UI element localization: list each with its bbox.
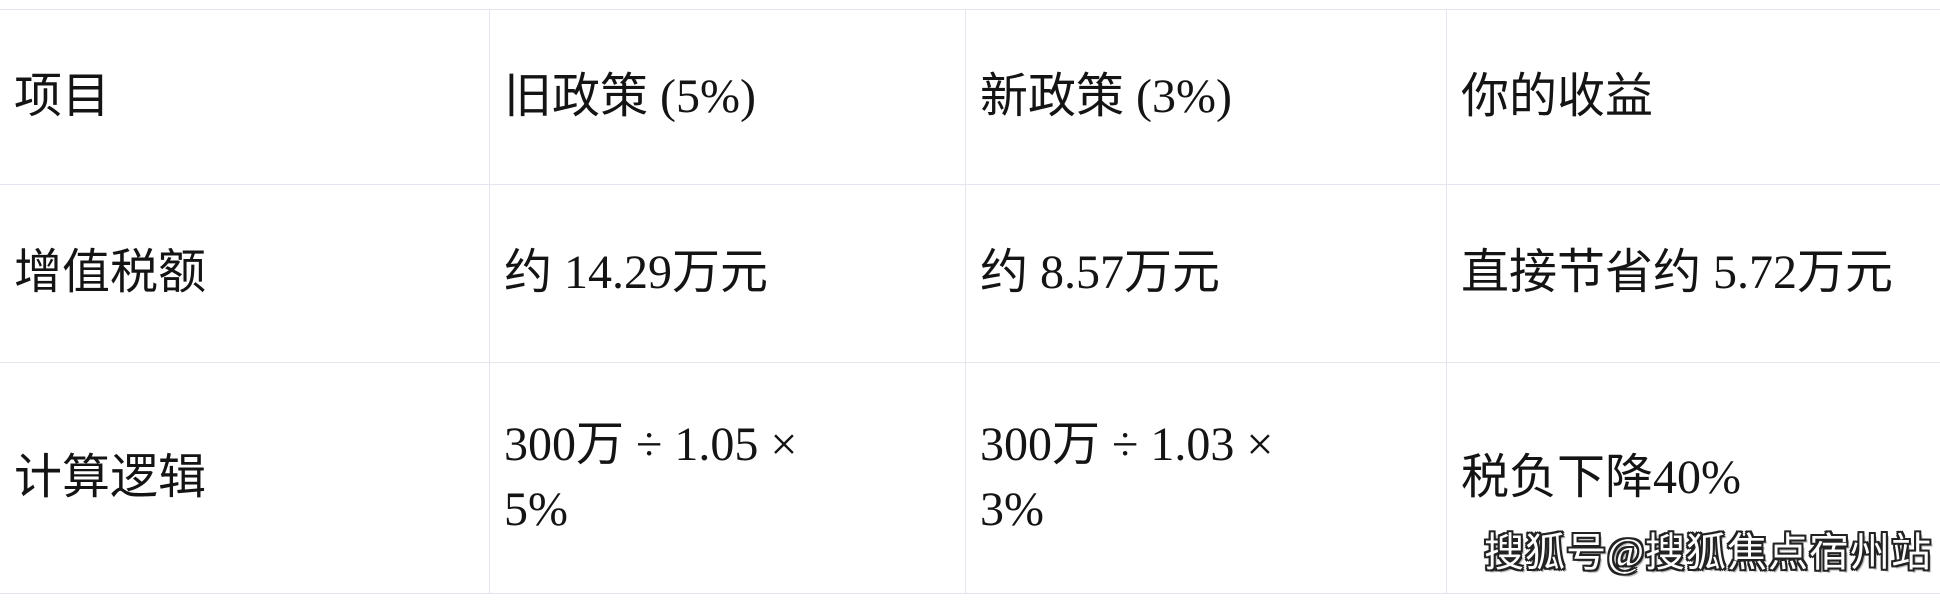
header-cell-old-policy: 旧政策 (5%) xyxy=(490,10,966,184)
header-old-policy-label: 旧政策 (5%) xyxy=(504,69,756,123)
table-row-calc: 计算逻辑 300万 ÷ 1.05 × 5% 300万 ÷ 1.03 × 3% 税… xyxy=(0,363,1940,594)
vat-benefit-value: 直接节省约 5.72万元 xyxy=(1461,246,1894,300)
table-row-vat: 增值税额 约 14.29万元 约 8.57万元 直接节省约 5.72万元 xyxy=(0,185,1940,363)
calc-benefit-value: 税负下降40% xyxy=(1461,450,1741,504)
cell-vat-new: 约 8.57万元 xyxy=(966,185,1447,362)
calc-label-text: 计算逻辑 xyxy=(14,450,207,504)
vat-label-text: 增值税额 xyxy=(14,246,207,300)
header-benefit-label: 你的收益 xyxy=(1461,69,1654,123)
cell-calc-old: 300万 ÷ 1.05 × 5% xyxy=(490,363,966,593)
header-cell-benefit: 你的收益 xyxy=(1447,10,1940,184)
header-item-label: 项目 xyxy=(14,69,111,123)
calc-new-formula: 300万 ÷ 1.03 × 3% xyxy=(980,418,1274,536)
cell-calc-label: 计算逻辑 xyxy=(0,363,490,593)
cell-vat-old: 约 14.29万元 xyxy=(490,185,966,362)
sohu-watermark: 搜狐号@搜狐焦点宿州站 xyxy=(1484,530,1932,575)
calc-old-formula: 300万 ÷ 1.05 × 5% xyxy=(504,418,798,536)
policy-comparison-table: 项目 旧政策 (5%) 新政策 (3%) 你的收益 增值税额 约 14.29万元… xyxy=(0,9,1940,594)
header-cell-item: 项目 xyxy=(0,10,490,184)
cell-calc-benefit: 税负下降40% xyxy=(1447,363,1940,593)
cell-calc-new: 300万 ÷ 1.03 × 3% xyxy=(966,363,1447,593)
table-header-row: 项目 旧政策 (5%) 新政策 (3%) 你的收益 xyxy=(0,10,1940,185)
cell-vat-label: 增值税额 xyxy=(0,185,490,362)
vat-new-value: 约 8.57万元 xyxy=(980,246,1221,300)
header-new-policy-label: 新政策 (3%) xyxy=(980,69,1232,123)
cell-vat-benefit: 直接节省约 5.72万元 xyxy=(1447,185,1940,362)
vat-old-value: 约 14.29万元 xyxy=(504,246,769,300)
header-cell-new-policy: 新政策 (3%) xyxy=(966,10,1447,184)
